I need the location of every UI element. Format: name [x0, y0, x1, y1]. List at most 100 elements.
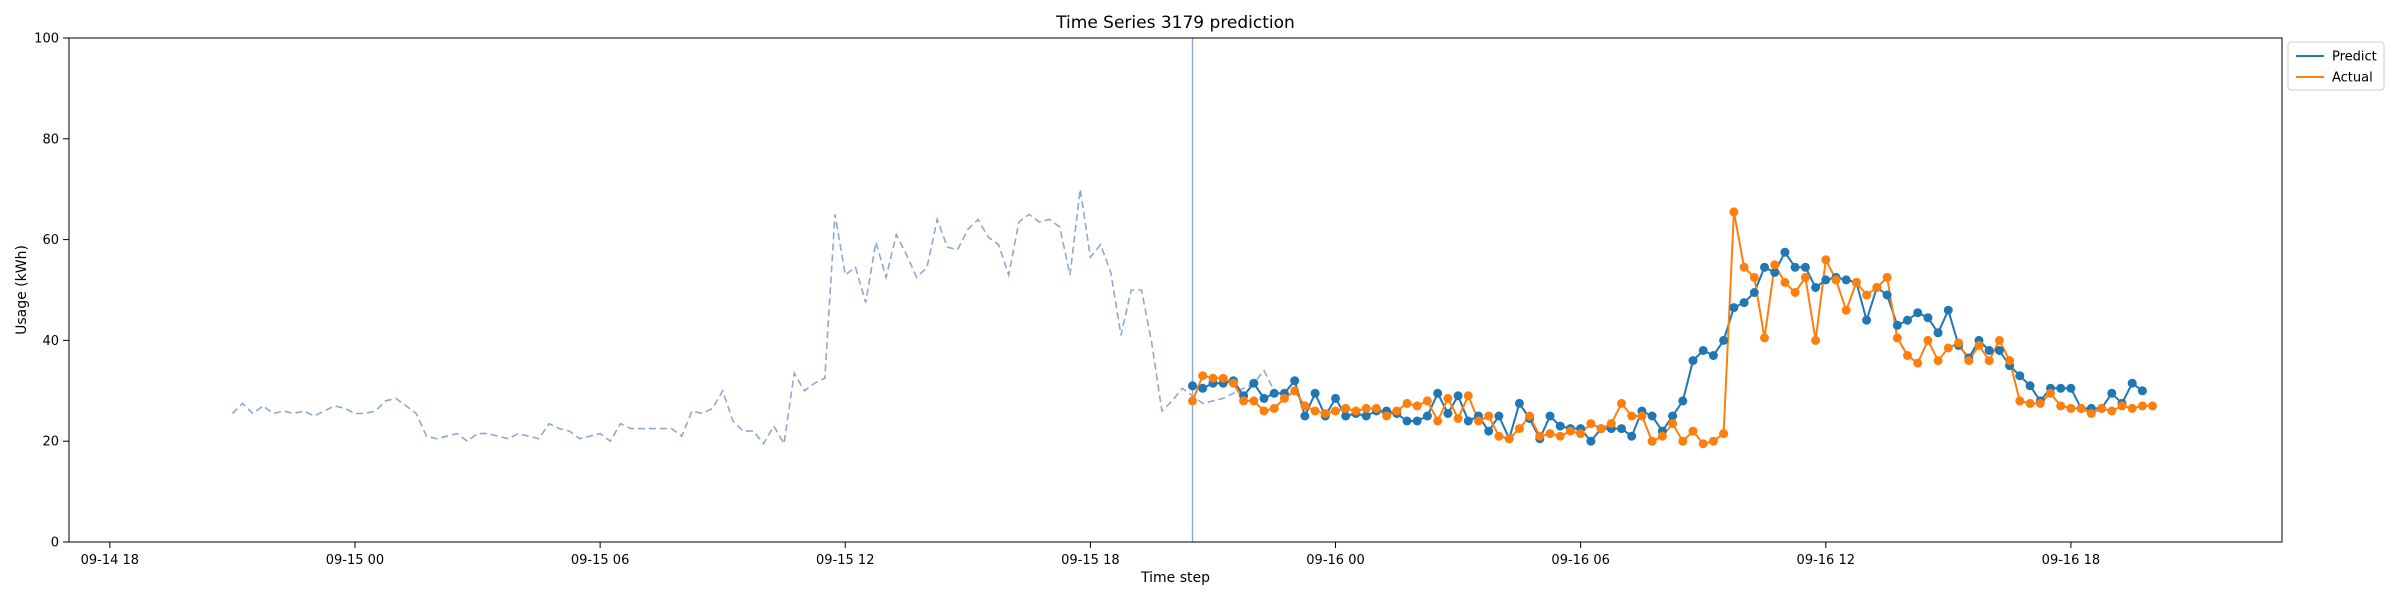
point-actual [1443, 393, 1453, 403]
point-actual [1371, 403, 1381, 413]
point-actual [1984, 356, 1994, 366]
point-actual [1770, 260, 1780, 270]
point-actual [1811, 335, 1821, 345]
x-tick-label: 09-16 06 [1551, 553, 1609, 568]
point-predict [1627, 431, 1637, 441]
point-predict [1913, 308, 1923, 318]
point-predict [1300, 411, 1310, 421]
point-actual [1279, 393, 1289, 403]
point-predict [1494, 411, 1504, 421]
point-predict [1188, 381, 1197, 391]
point-predict [1514, 398, 1524, 408]
point-actual [1892, 333, 1902, 343]
point-actual [1851, 277, 1861, 287]
point-predict [2137, 386, 2147, 396]
point-actual [1555, 431, 1565, 441]
point-actual [1300, 401, 1310, 411]
point-actual [1749, 272, 1759, 282]
point-actual [1954, 338, 1964, 348]
point-actual [2076, 403, 2086, 413]
point-actual [1698, 439, 1708, 449]
point-actual [1913, 358, 1923, 368]
y-axis-ticks: 0 20 40 60 80 100 [34, 32, 69, 551]
point-actual [1565, 426, 1575, 436]
point-actual [1821, 255, 1831, 265]
point-actual [1964, 356, 1974, 366]
point-predict [2127, 378, 2137, 388]
point-actual [1320, 409, 1330, 418]
point-actual [2056, 401, 2066, 411]
point-actual [1218, 373, 1228, 383]
point-actual [1453, 414, 1463, 423]
point-predict [1780, 247, 1790, 257]
point-predict [1668, 411, 1678, 421]
point-predict [1760, 262, 1769, 272]
x-tick-label: 09-15 06 [571, 553, 629, 568]
point-predict [1903, 315, 1912, 325]
point-actual [2107, 406, 2117, 416]
point-predict [1647, 411, 1657, 421]
point-actual [1402, 398, 1412, 408]
point-predict [1361, 411, 1371, 421]
point-predict [2025, 381, 2035, 391]
point-predict [1310, 388, 1320, 398]
point-actual [2046, 388, 2055, 398]
point-predict [1719, 335, 1729, 345]
point-predict [1770, 267, 1780, 277]
y-tick-label: 80 [42, 132, 59, 147]
point-actual [1259, 406, 1269, 416]
point-predict [1433, 388, 1443, 398]
y-tick-label: 100 [34, 32, 59, 47]
point-actual [1800, 272, 1810, 282]
point-predict [1259, 393, 1269, 403]
point-actual [1831, 275, 1841, 285]
point-actual [1882, 272, 1892, 282]
plot-frame [68, 37, 2283, 543]
point-actual [1545, 429, 1555, 439]
point-predict [1269, 388, 1279, 398]
point-actual [1290, 386, 1300, 396]
point-actual [1729, 207, 1739, 217]
point-actual [1586, 419, 1596, 429]
point-actual [1228, 378, 1238, 388]
point-actual [1862, 290, 1872, 300]
point-actual [1239, 396, 1249, 406]
point-actual [1708, 436, 1718, 446]
point-predict [2056, 383, 2066, 393]
point-predict [1555, 421, 1565, 431]
point-actual [1484, 411, 1494, 421]
point-predict [1402, 416, 1412, 426]
point-predict [1678, 396, 1688, 406]
point-actual [1617, 398, 1626, 408]
point-predict [1811, 283, 1821, 292]
point-predict [1729, 303, 1739, 313]
point-actual [1627, 411, 1637, 421]
point-predict [1422, 411, 1432, 421]
point-predict [1984, 346, 1994, 355]
point-predict [1739, 298, 1749, 308]
point-predict [1545, 411, 1555, 421]
point-actual [1780, 277, 1790, 287]
point-actual [1668, 419, 1678, 429]
x-tick-label: 09-14 18 [81, 553, 139, 568]
point-actual [1433, 416, 1443, 426]
point-actual [1382, 411, 1392, 421]
point-actual [1188, 396, 1197, 406]
chart-title: Time Series 3179 prediction [1055, 13, 1295, 33]
point-actual [2025, 398, 2035, 408]
point-predict [1617, 424, 1626, 434]
series-line-predict [1192, 250, 2143, 443]
point-predict [1708, 351, 1718, 360]
point-actual [1514, 424, 1524, 434]
y-tick-label: 0 [51, 536, 59, 551]
point-predict [1484, 426, 1494, 436]
y-axis-title: Usage (kWh) [14, 245, 30, 335]
point-predict [1923, 313, 1933, 323]
point-actual [1576, 429, 1586, 439]
x-tick-label: 09-15 18 [1061, 553, 1119, 568]
point-actual [1310, 406, 1320, 416]
point-actual [2005, 356, 2015, 366]
point-actual [1341, 403, 1351, 413]
point-actual [1688, 426, 1698, 436]
